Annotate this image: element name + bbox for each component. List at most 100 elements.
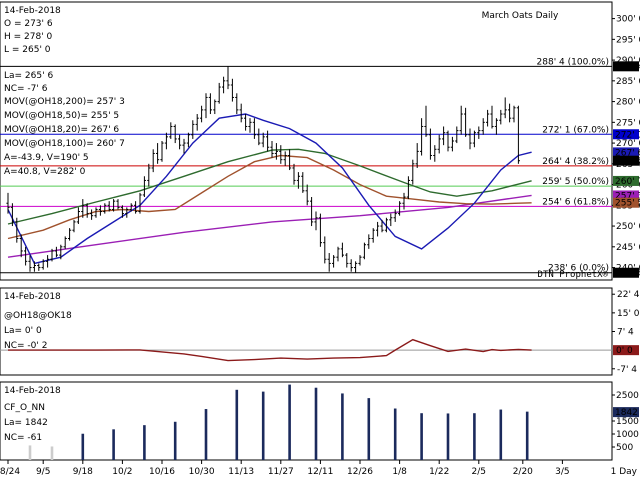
ohlc-bar bbox=[442, 126, 446, 146]
ohlc-bar bbox=[76, 207, 80, 224]
price-tag-box bbox=[613, 129, 639, 140]
ohlc-bar bbox=[81, 199, 85, 218]
ohlc-bar bbox=[499, 109, 503, 125]
ohlc-bar bbox=[6, 192, 10, 214]
indicator-label: MOV(@OH18,200)= 257' 3 bbox=[4, 97, 125, 107]
indicator-label: MOV(@OH18,20)= 267' 6 bbox=[4, 125, 119, 135]
moving-average-line bbox=[7, 154, 532, 240]
moving-average-line bbox=[7, 113, 532, 265]
x-tick-label: 12/26 bbox=[347, 467, 373, 477]
ohlc-bar bbox=[54, 246, 58, 258]
y-tick-label: 285' 0 bbox=[616, 77, 640, 87]
price-tag-box bbox=[613, 147, 639, 158]
volume-bar bbox=[235, 389, 239, 460]
ohlc-bar bbox=[178, 134, 182, 150]
ohlc-bar bbox=[318, 213, 322, 247]
price-tag-box bbox=[613, 197, 639, 208]
ohlc-bar bbox=[217, 82, 221, 104]
x-axis-label: 1 Day bbox=[611, 467, 638, 477]
price-tag-label: 260' 7 bbox=[615, 177, 640, 187]
volume-bar bbox=[204, 409, 208, 460]
ohlc-bar bbox=[222, 76, 226, 94]
ohlc-bar bbox=[486, 109, 490, 127]
ohlc-bar bbox=[512, 105, 516, 123]
y-tick-label: 15' 0 bbox=[617, 309, 640, 319]
volume-panel: 2500 1500 1000 500 14-Feb-2018 CF_O_NN La= 184… bbox=[0, 381, 639, 461]
ohlc-bar bbox=[477, 126, 481, 139]
ohlc-bar bbox=[107, 201, 111, 212]
y-tick-label: 250' 0 bbox=[616, 222, 640, 232]
volume-bar bbox=[143, 425, 146, 460]
fib-level-label: 238' 6 (0.0%) bbox=[548, 264, 609, 274]
y-tick-label: 1500 bbox=[616, 417, 639, 427]
ohlc-bar bbox=[151, 149, 155, 173]
ohlc-bar bbox=[270, 141, 274, 158]
ohlc-bar bbox=[134, 201, 138, 214]
ohlc-bar bbox=[446, 130, 450, 152]
ohlc-bar bbox=[464, 107, 468, 137]
ohlc-bar bbox=[459, 105, 463, 135]
ohlc-bar bbox=[508, 103, 512, 123]
volume-bar bbox=[393, 408, 397, 460]
y-tick-label: 295' 0 bbox=[616, 35, 640, 45]
ohlc-bar bbox=[292, 163, 296, 185]
ohlc-bar bbox=[398, 201, 402, 216]
ohlc-bar bbox=[323, 236, 327, 264]
volume-bar bbox=[367, 398, 371, 460]
ohlc-bar bbox=[19, 234, 23, 258]
ohlc-bar bbox=[164, 132, 168, 150]
x-tick-label: 2/20 bbox=[513, 467, 533, 477]
header-last: La= 265' 6 bbox=[4, 71, 53, 81]
moving-average-line bbox=[7, 194, 532, 258]
header-low: L = 265' 0 bbox=[4, 45, 51, 55]
price-tag-label: 238' 6 bbox=[615, 269, 640, 279]
y-tick-label: 2500 bbox=[616, 391, 639, 401]
ohlc-bar bbox=[490, 105, 494, 129]
header-high: H = 278' 0 bbox=[4, 32, 53, 42]
volume-header-symbol: CF_O_NN bbox=[4, 403, 45, 413]
ohlc-bar bbox=[63, 236, 67, 249]
ohlc-bar bbox=[376, 221, 380, 237]
x-tick-label: 1/22 bbox=[429, 467, 449, 477]
ohlc-bar bbox=[362, 242, 366, 260]
ohlc-bar bbox=[50, 248, 54, 262]
ohlc-bar bbox=[296, 172, 300, 189]
x-tick-label: 10/2 bbox=[112, 467, 132, 477]
spread-header-symbol: @OH18@OK18 bbox=[4, 311, 72, 321]
y-tick-label: 280' 0 bbox=[616, 98, 640, 108]
volume-bar bbox=[473, 413, 476, 460]
x-tick-label: 9/5 bbox=[36, 467, 50, 477]
price-panel: 300' 0 295' 0 290' 0 285' 0 280' 0 275' 0 270'… bbox=[0, 1, 640, 281]
price-tag-label: 267' 6 bbox=[615, 148, 640, 158]
ohlc-bar bbox=[371, 228, 375, 243]
spread-line bbox=[8, 338, 532, 362]
date-axis: 8/24 9/5 9/18 10/2 10/16 10/30 11/13 11/27 12/11… bbox=[0, 460, 638, 477]
ohlc-bar bbox=[314, 211, 318, 231]
price-tag-label: 265' 6 bbox=[615, 157, 640, 167]
ohlc-bar bbox=[433, 145, 437, 162]
ohlc-bar bbox=[156, 143, 160, 164]
ohlc-bar bbox=[380, 219, 384, 233]
ohlc-bar bbox=[305, 184, 309, 206]
spread-panel-frame bbox=[0, 287, 613, 376]
ohlc-bar bbox=[437, 134, 441, 154]
ohlc-bar bbox=[420, 118, 424, 156]
ohlc-bar bbox=[41, 259, 45, 270]
ohlc-bar bbox=[424, 105, 428, 137]
y-tick-label: 7' 4 bbox=[617, 328, 634, 338]
volume-last-tag: 1842 bbox=[615, 408, 638, 418]
watermark: DTN ProphetX® bbox=[538, 270, 609, 280]
y-tick-label: -7' 4 bbox=[617, 365, 637, 375]
fib-level-label: 264' 4 (38.2%) bbox=[542, 157, 609, 167]
volume-bar bbox=[499, 409, 503, 460]
x-tick-label: 3/5 bbox=[555, 467, 569, 477]
ohlc-bar bbox=[112, 199, 116, 212]
ohlc-bar bbox=[252, 118, 256, 139]
ohlc-bar bbox=[428, 128, 432, 160]
volume-bar bbox=[525, 411, 529, 460]
ohlc-bar bbox=[85, 203, 89, 218]
ohlc-bar bbox=[411, 159, 415, 185]
ohlc-bar bbox=[503, 97, 507, 119]
y-tick-label: 1000 bbox=[616, 430, 639, 440]
ohlc-bar bbox=[266, 130, 270, 152]
